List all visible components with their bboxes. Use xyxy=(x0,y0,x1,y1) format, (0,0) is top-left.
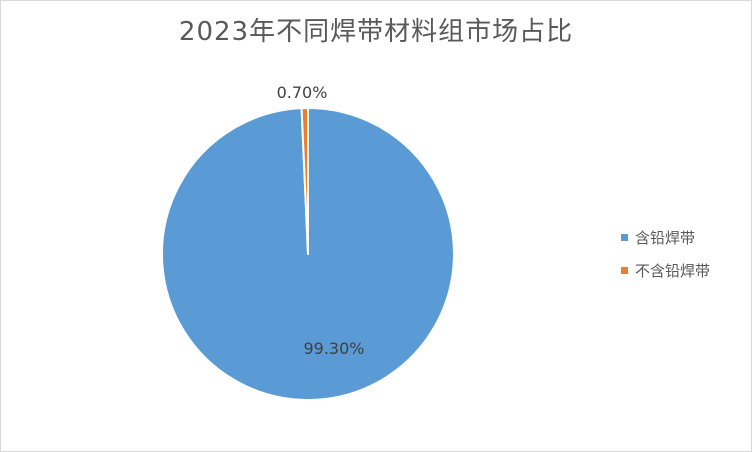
data-label-leaded: 99.30% xyxy=(303,339,365,358)
legend: 含铅焊带 不含铅焊带 xyxy=(621,227,710,293)
chart-title: 2023年不同焊带材料组市场占比 xyxy=(178,17,574,47)
legend-item-lead-free[interactable]: 不含铅焊带 xyxy=(621,260,710,280)
legend-swatch-icon xyxy=(621,266,628,274)
data-label-lead-free: 0.70% xyxy=(276,83,328,102)
legend-label: 不含铅焊带 xyxy=(635,261,711,280)
legend-swatch-icon xyxy=(621,233,628,241)
pie-slice-1[interactable] xyxy=(300,106,309,255)
legend-label: 含铅焊带 xyxy=(635,228,696,247)
legend-item-leaded[interactable]: 含铅焊带 xyxy=(621,227,710,247)
